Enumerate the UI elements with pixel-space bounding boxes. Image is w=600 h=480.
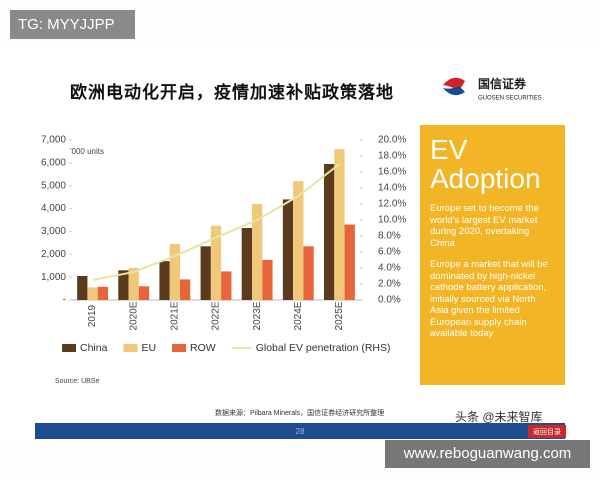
logo (443, 77, 465, 96)
y-tick-label: 7,000 (41, 135, 66, 146)
logo-sub: GUOSEN SECURITIES (478, 96, 542, 102)
bar (138, 286, 150, 300)
y2-tick-label: 6.0% (378, 247, 401, 258)
bar (118, 270, 129, 300)
y-tick-label: 3,000 (41, 226, 66, 237)
y2-tick-label: 12.0% (378, 199, 406, 210)
legend-label: EU (141, 342, 156, 354)
unit-label: '000 units (70, 147, 104, 156)
bar (293, 181, 304, 300)
bar (97, 286, 108, 300)
y2-tick-label: 0.0% (378, 295, 401, 306)
box-title: Adoption (430, 163, 541, 194)
info-box: EV Adoption Europe set to become the wor… (420, 125, 565, 385)
logo-name: 国信证券 (478, 76, 527, 91)
legend-label: China (80, 342, 108, 354)
x-tick-label: 2024E (293, 301, 304, 330)
box-title: EV (430, 134, 468, 165)
x-tick-label: 2020E (128, 301, 139, 330)
bar (334, 149, 345, 300)
box-paragraph: Europe set to become the world's largest… (430, 203, 539, 249)
bar (344, 224, 355, 300)
y2-tick-label: 2.0% (378, 279, 401, 290)
x-tick-label: 2025E (334, 301, 345, 330)
legend-swatch (123, 344, 138, 352)
y-tick-label: 5,000 (41, 180, 66, 191)
y2-tick-label: 18.0% (378, 151, 406, 162)
legend-label: Global EV penetration (RHS) (256, 342, 391, 354)
bar (324, 164, 335, 300)
page-number: 28 (296, 427, 305, 436)
footer-source: 数据来源：Pilbara Minerals，国信证券经济研究所整理 (215, 408, 384, 417)
legend-swatch (172, 344, 187, 352)
y2-tick-label: 16.0% (378, 167, 406, 178)
y-tick-label: 4,000 (41, 203, 66, 214)
x-tick-label: 2019 (87, 304, 98, 327)
bar (159, 261, 170, 300)
back-button[interactable] (528, 425, 566, 438)
source-note: Source: UBSe (55, 378, 99, 385)
y2-tick-label: 20.0% (378, 135, 406, 146)
bar (169, 244, 180, 300)
x-tick-label: 2022E (211, 301, 222, 330)
bar (252, 204, 263, 300)
slide-title: 欧洲电动化开启，疫情加速补贴政策落地 (70, 83, 394, 103)
y-tick-label: - (63, 295, 66, 306)
x-tick-label: 2023E (252, 301, 263, 330)
y2-tick-label: 8.0% (378, 231, 401, 242)
bar (282, 199, 294, 300)
y2-tick-label: 10.0% (378, 215, 406, 226)
bar (128, 268, 139, 300)
bar (210, 225, 222, 300)
top-label: TG: MYYJJPP (10, 10, 135, 39)
bar (87, 287, 98, 300)
bar (77, 276, 88, 300)
y2-tick-label: 14.0% (378, 183, 406, 194)
y-tick-label: 6,000 (41, 157, 66, 168)
y-tick-label: 1,000 (41, 272, 66, 283)
bar (221, 271, 232, 300)
watermark: 头条 @未来智库 (455, 409, 543, 424)
y-tick-label: 2,000 (41, 249, 66, 260)
line (92, 163, 341, 281)
bar (303, 246, 314, 300)
y2-tick-label: 4.0% (378, 263, 401, 274)
bar (241, 228, 252, 300)
bottom-url: www.reboguanwang.com (385, 440, 590, 468)
legend-label: ROW (190, 342, 216, 354)
x-tick-label: 2021E (169, 301, 180, 330)
bar (200, 246, 211, 300)
legend-swatch (62, 344, 76, 352)
footer-bar (35, 423, 565, 439)
box-paragraph: Europe a market that will be dominated b… (430, 259, 548, 339)
back-button-label[interactable]: 返回目录 (533, 428, 561, 436)
bar (180, 279, 191, 300)
bar (262, 260, 273, 300)
